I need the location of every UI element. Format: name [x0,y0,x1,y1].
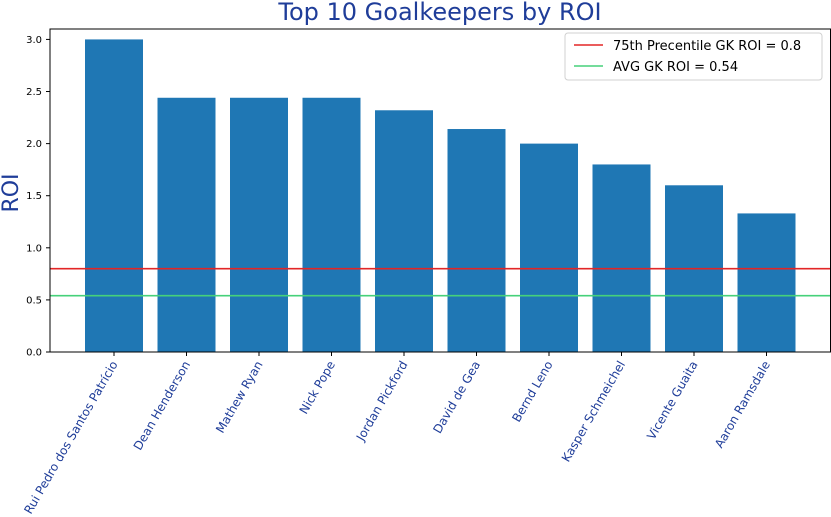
x-tick-label: Bernd Leno [509,359,555,425]
legend-label: 75th Precentile GK ROI = 0.8 [613,39,801,54]
y-tick-label: 2.5 [26,87,42,98]
chart-title: Top 10 Goalkeepers by ROI [277,0,601,26]
x-tick-label: Dean Henderson [131,359,193,453]
bar [157,97,216,353]
y-tick-label: 3.0 [26,35,42,46]
y-axis-label: ROI [0,173,24,212]
y-tick-label: 0.0 [26,348,42,359]
x-tick-label: Kasper Schmeichel [559,359,628,465]
bar [302,97,361,353]
y-tick-label: 2.0 [26,139,42,150]
x-tick-label: Aaron Ramsdale [712,359,773,451]
x-tick-label: Vicente Guaita [644,359,700,443]
x-tick-label: Nick Pope [297,359,339,417]
x-tick-label: Jordan Pickford [353,359,411,445]
bar [447,129,506,352]
y-tick-label: 1.0 [26,243,42,254]
x-tick-label: Rui Pedro dos Santos Patrício [21,359,120,517]
y-tick-label: 1.5 [26,191,42,202]
bar [737,213,796,352]
bar [230,97,288,353]
legend-box [564,32,823,81]
plot-area: 0.0 0.5 1.0 1.5 2.0 2.5 3.0 Rui Pedro dos Santo… [21,28,831,517]
x-tick-label: David de Gea [430,359,483,436]
bar [520,143,578,352]
bar [85,39,143,353]
x-tick-label: Mathew Ryan [213,359,266,436]
bar [592,164,651,352]
bar [375,110,433,352]
legend-label: AVG GK ROI = 0.54 [613,60,738,75]
y-tick-label: 0.5 [26,295,42,306]
